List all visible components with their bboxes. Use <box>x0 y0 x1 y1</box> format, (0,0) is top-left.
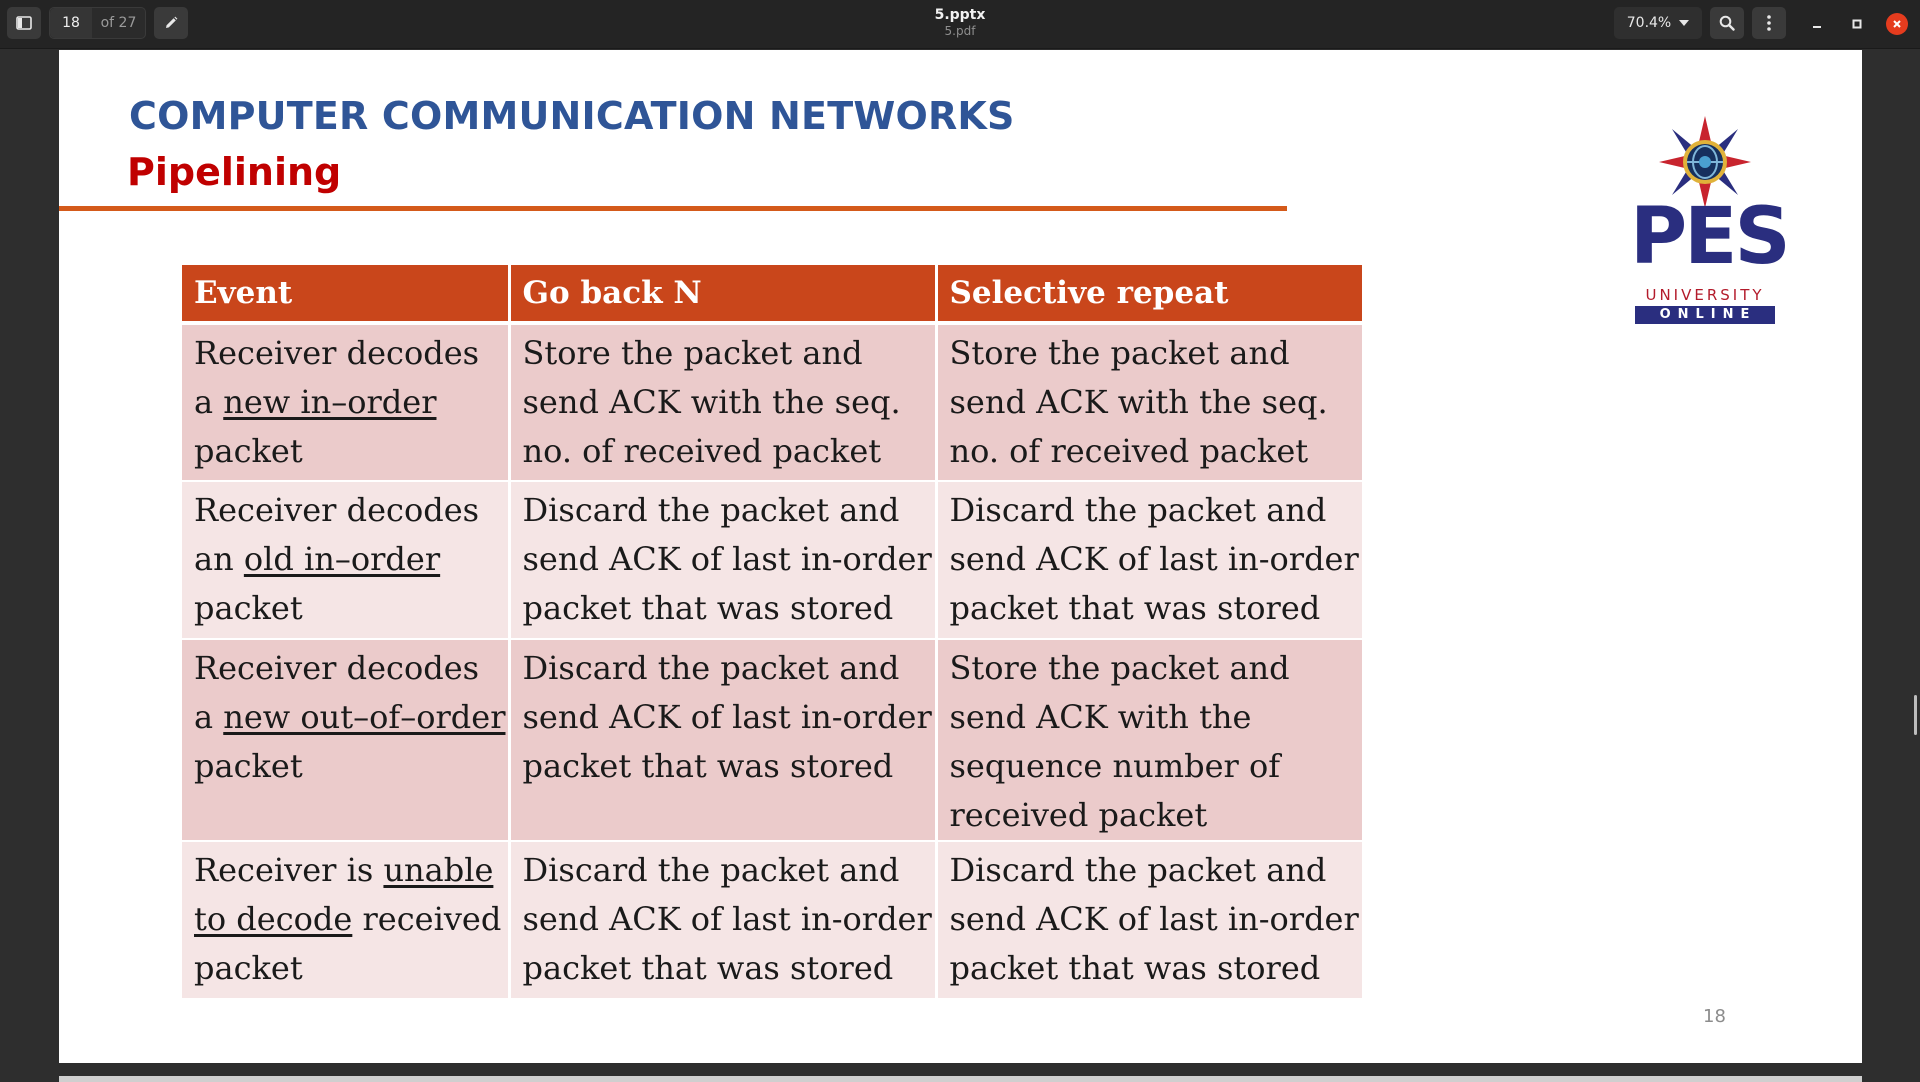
scrollbar-indicator[interactable] <box>1914 695 1917 735</box>
table-row: Receiver decodes an old in–order packet … <box>182 481 1362 640</box>
document-title-block: 5.pptx 5.pdf <box>760 7 1160 38</box>
minimize-button[interactable] <box>1806 13 1828 35</box>
go-back-n-cell: Discard the packet and send ACK of last … <box>509 639 938 842</box>
slide-subtitle: Pipelining <box>127 150 342 194</box>
current-page-input[interactable]: 18 <box>50 8 92 38</box>
selective-repeat-cell: Discard the packet and send ACK of last … <box>936 481 1362 640</box>
go-back-n-cell: Discard the packet and send ACK of last … <box>509 841 938 1000</box>
event-text-end: packet <box>194 432 303 470</box>
zoom-dropdown[interactable]: 70.4% <box>1614 7 1702 39</box>
event-cell: Receiver decodes an old in–order packet <box>182 481 511 640</box>
header-bar: 18 of 27 5.pptx 5.pdf 70.4% <box>0 0 1920 49</box>
table-row: Receiver decodes a new out–of–order pack… <box>182 639 1362 842</box>
maximize-button[interactable] <box>1846 13 1868 35</box>
event-text: Receiver decodes a <box>194 334 480 421</box>
sidebar-toggle-icon <box>16 16 32 30</box>
page-number-entry[interactable]: 18 of 27 <box>49 7 146 39</box>
sidebar-toggle-button[interactable] <box>7 7 41 39</box>
vertical-dots-icon <box>1767 15 1771 31</box>
selective-repeat-cell: Discard the packet and send ACK of last … <box>936 841 1362 1000</box>
close-button[interactable] <box>1886 13 1908 35</box>
document-title: 5.pptx <box>934 7 986 23</box>
main-menu-button[interactable] <box>1752 7 1786 39</box>
compass-globe-icon <box>1659 116 1751 208</box>
logo-text-university: UNIVERSITY <box>1645 286 1765 304</box>
pencil-icon <box>166 16 178 28</box>
table-row: Receiver is unable to decode received pa… <box>182 841 1362 1000</box>
selective-repeat-cell: Store the packet and send ACK with the s… <box>936 323 1362 482</box>
event-text-end: received packet <box>194 900 502 987</box>
event-emphasis: new in–order <box>223 383 437 421</box>
slide-title: COMPUTER COMMUNICATION NETWORKS <box>129 94 1015 138</box>
selective-repeat-cell: Store the packet and send ACK with the s… <box>936 639 1362 842</box>
search-button[interactable] <box>1710 7 1744 39</box>
search-icon <box>1719 15 1735 31</box>
document-page: COMPUTER COMMUNICATION NETWORKS Pipelini… <box>59 50 1862 1063</box>
title-divider <box>59 206 1287 211</box>
table-row: Receiver decodes a new in–order packet S… <box>182 323 1362 482</box>
column-header-selective-repeat: Selective repeat <box>936 265 1362 325</box>
next-page-edge <box>59 1076 1862 1082</box>
maximize-icon <box>1852 19 1862 29</box>
go-back-n-cell: Discard the packet and send ACK of last … <box>509 481 938 640</box>
minimize-icon <box>1813 26 1821 28</box>
event-cell: Receiver decodes a new out–of–order pack… <box>182 639 511 842</box>
document-view[interactable]: COMPUTER COMMUNICATION NETWORKS Pipelini… <box>0 50 1920 1082</box>
close-icon <box>1893 20 1901 28</box>
comparison-table: Event Go back N Selective repeat Receive… <box>182 265 1362 1000</box>
logo-text-online: ONLINE <box>1635 306 1775 324</box>
event-cell: Receiver decodes a new in–order packet <box>182 323 511 482</box>
pes-university-logo: PES UNIVERSITY ONLINE <box>1630 116 1791 326</box>
event-cell: Receiver is unable to decode received pa… <box>182 841 511 1000</box>
event-text-end: packet <box>194 589 303 627</box>
slide-number: 18 <box>1703 1006 1726 1027</box>
event-text-end: packet <box>194 747 303 785</box>
event-emphasis: old in–order <box>243 540 441 578</box>
chevron-down-icon <box>1679 20 1690 26</box>
event-text: Receiver decodes an <box>194 491 480 578</box>
column-header-go-back-n: Go back N <box>509 265 938 325</box>
event-emphasis: unable to decode <box>194 851 494 938</box>
event-text: Receiver decodes a <box>194 649 480 736</box>
event-text: Receiver is <box>194 851 384 889</box>
zoom-level: 70.4% <box>1626 15 1672 31</box>
document-subtitle: 5.pdf <box>944 24 976 38</box>
page-total-label: of 27 <box>100 15 137 31</box>
event-emphasis: new out–of–order <box>223 698 506 736</box>
logo-text-pes: PES <box>1630 192 1791 282</box>
go-back-n-cell: Store the packet and send ACK with the s… <box>509 323 938 482</box>
annotate-button[interactable] <box>154 7 188 39</box>
table-header-row: Event Go back N Selective repeat <box>182 265 1362 325</box>
column-header-event: Event <box>182 265 511 325</box>
